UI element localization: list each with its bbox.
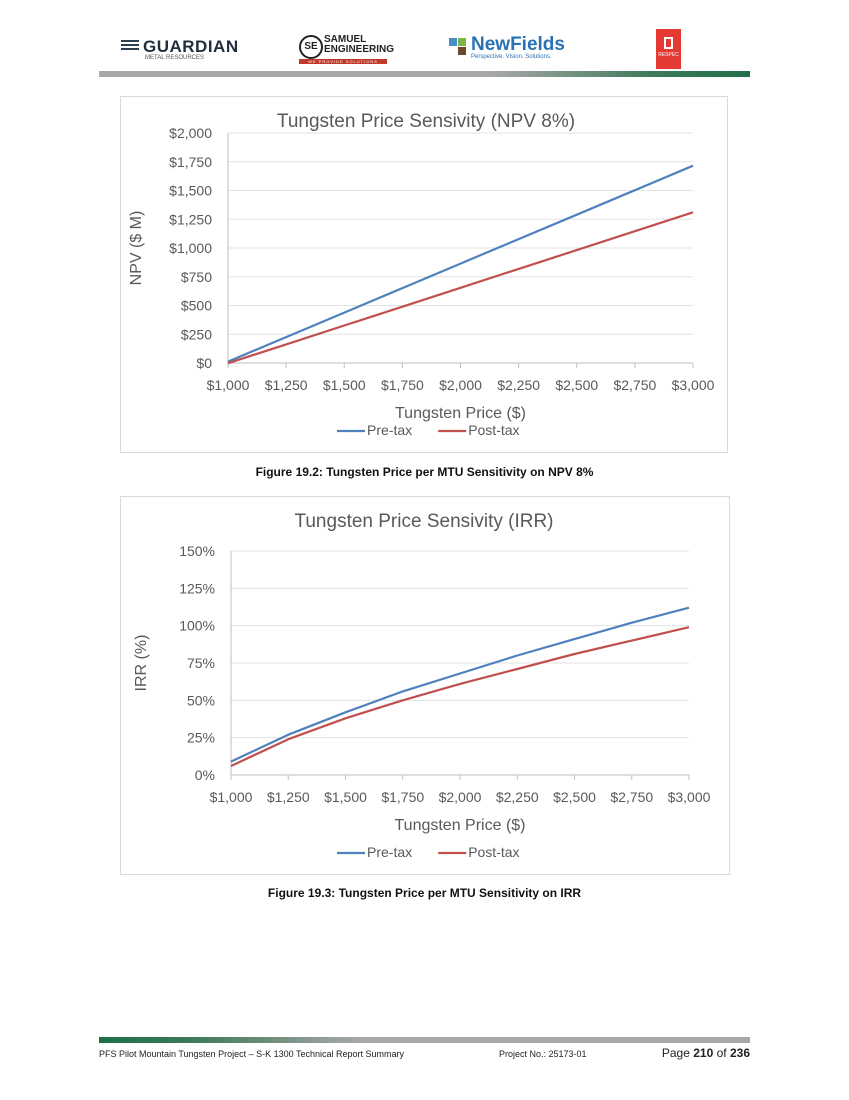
y-tick-label: 75% bbox=[187, 655, 215, 671]
page-current: 210 bbox=[693, 1046, 714, 1060]
irr-chart-frame: Tungsten Price Sensivity (IRR) 0% 25% 50% 75… bbox=[120, 496, 730, 875]
x-tick-label: $1,750 bbox=[381, 789, 424, 805]
legend-label-pre-tax: Pre-tax bbox=[367, 844, 412, 860]
x-tick-label: $1,000 bbox=[210, 789, 253, 805]
footer-project-number: Project No.: 25173-01 bbox=[499, 1049, 587, 1059]
samuel-line2: ENGINEERING bbox=[324, 44, 395, 55]
y-tick-label: 100% bbox=[179, 618, 215, 634]
series-line-pre-tax bbox=[230, 606, 690, 763]
samuel-line1: SAMUEL bbox=[324, 34, 367, 45]
y-tick-label: 150% bbox=[179, 543, 215, 559]
se-mark-icon: SE bbox=[299, 35, 323, 59]
chart-title: Tungsten Price Sensivity (IRR) bbox=[294, 511, 553, 532]
x-axis-title: Tungsten Price ($) bbox=[395, 405, 526, 422]
y-axis-title: NPV ($ M) bbox=[128, 211, 145, 286]
y-tick-label: 25% bbox=[187, 730, 215, 746]
x-tick-label: $1,750 bbox=[381, 377, 424, 393]
newfields-square-icon bbox=[449, 38, 457, 46]
y-tick-label: $750 bbox=[181, 269, 212, 285]
respec-logo: RESPEC bbox=[656, 29, 681, 69]
x-tick-label: $2,000 bbox=[439, 377, 482, 393]
respec-mark-icon bbox=[664, 37, 673, 49]
y-tick-label: $1,000 bbox=[169, 240, 212, 256]
y-axis-title: IRR (%) bbox=[133, 635, 150, 692]
x-tick-label: $2,500 bbox=[553, 789, 596, 805]
series-line-pre-tax bbox=[227, 164, 694, 363]
newfields-name: NewFields bbox=[471, 34, 565, 55]
newfields-tagline: Perspective. Vision. Solutions. bbox=[471, 54, 552, 60]
legend-label-pre-tax: Pre-tax bbox=[367, 422, 412, 438]
x-tick-label: $2,250 bbox=[497, 377, 540, 393]
y-tick-label: 125% bbox=[179, 580, 215, 596]
x-tick-label: $1,250 bbox=[265, 377, 308, 393]
x-tick-label: $1,000 bbox=[207, 377, 250, 393]
y-tick-label: $500 bbox=[181, 298, 212, 314]
y-tick-label: $1,500 bbox=[169, 183, 212, 199]
x-tick-label: $1,250 bbox=[267, 789, 310, 805]
y-tick-label: $1,250 bbox=[169, 211, 212, 227]
x-tick-label: $3,000 bbox=[668, 789, 711, 805]
y-tick-label: $2,000 bbox=[169, 125, 212, 141]
irr-figure-caption: Figure 19.3: Tungsten Price per MTU Sens… bbox=[267, 886, 582, 900]
x-tick-label: $2,500 bbox=[555, 377, 598, 393]
x-tick-label: $2,750 bbox=[613, 377, 656, 393]
y-tick-label: $250 bbox=[181, 326, 212, 342]
guardian-bars-icon bbox=[121, 40, 139, 52]
newfields-square-icon bbox=[458, 38, 466, 46]
footer-page-number: Page 210 of 236 bbox=[662, 1046, 750, 1060]
respec-name: RESPEC bbox=[658, 52, 679, 58]
page-of: of bbox=[716, 1046, 727, 1060]
x-tick-label: $2,250 bbox=[496, 789, 539, 805]
x-tick-label: $1,500 bbox=[323, 377, 366, 393]
npv-figure-caption: Figure 19.2: Tungsten Price per MTU Sens… bbox=[255, 465, 594, 479]
x-tick-label: $3,000 bbox=[672, 377, 715, 393]
x-tick-label: $1,500 bbox=[324, 789, 367, 805]
y-tick-label: 50% bbox=[187, 692, 215, 708]
newfields-square-icon bbox=[458, 47, 466, 55]
x-tick-label: $2,000 bbox=[439, 789, 482, 805]
header-divider bbox=[99, 71, 750, 77]
guardian-name: GUARDIAN bbox=[143, 37, 239, 56]
series-line-post-tax bbox=[230, 626, 690, 767]
guardian-subtitle: METAL RESOURCES bbox=[145, 55, 205, 61]
page-total: 236 bbox=[729, 1046, 750, 1060]
samuel-tagline: WE PROVIDE SOLUTIONS bbox=[299, 59, 387, 64]
legend-label-post-tax: Post-tax bbox=[468, 844, 519, 860]
series-line-post-tax bbox=[227, 211, 694, 365]
page-prefix: Page bbox=[661, 1046, 690, 1060]
footer-report-title: PFS Pilot Mountain Tungsten Project – S-… bbox=[99, 1049, 404, 1059]
footer-divider bbox=[99, 1037, 750, 1043]
y-tick-label: $0 bbox=[196, 355, 212, 371]
y-tick-label: $1,750 bbox=[169, 154, 212, 170]
page-header: GUARDIAN METAL RESOURCES SE SAMUEL ENGIN… bbox=[99, 28, 750, 78]
npv-chart: Tungsten Price Sensivity (NPV 8%) $0 $250 $… bbox=[128, 111, 715, 438]
x-axis-title: Tungsten Price ($) bbox=[394, 817, 525, 834]
legend-label-post-tax: Post-tax bbox=[468, 422, 519, 438]
npv-chart-frame: Tungsten Price Sensivity (NPV 8%) $0 $250 $… bbox=[120, 96, 728, 453]
x-tick-label: $2,750 bbox=[610, 789, 653, 805]
irr-chart: Tungsten Price Sensivity (IRR) 0% 25% 50% 75… bbox=[133, 511, 711, 860]
chart-title: Tungsten Price Sensivity (NPV 8%) bbox=[277, 111, 575, 132]
y-tick-label: 0% bbox=[195, 767, 215, 783]
